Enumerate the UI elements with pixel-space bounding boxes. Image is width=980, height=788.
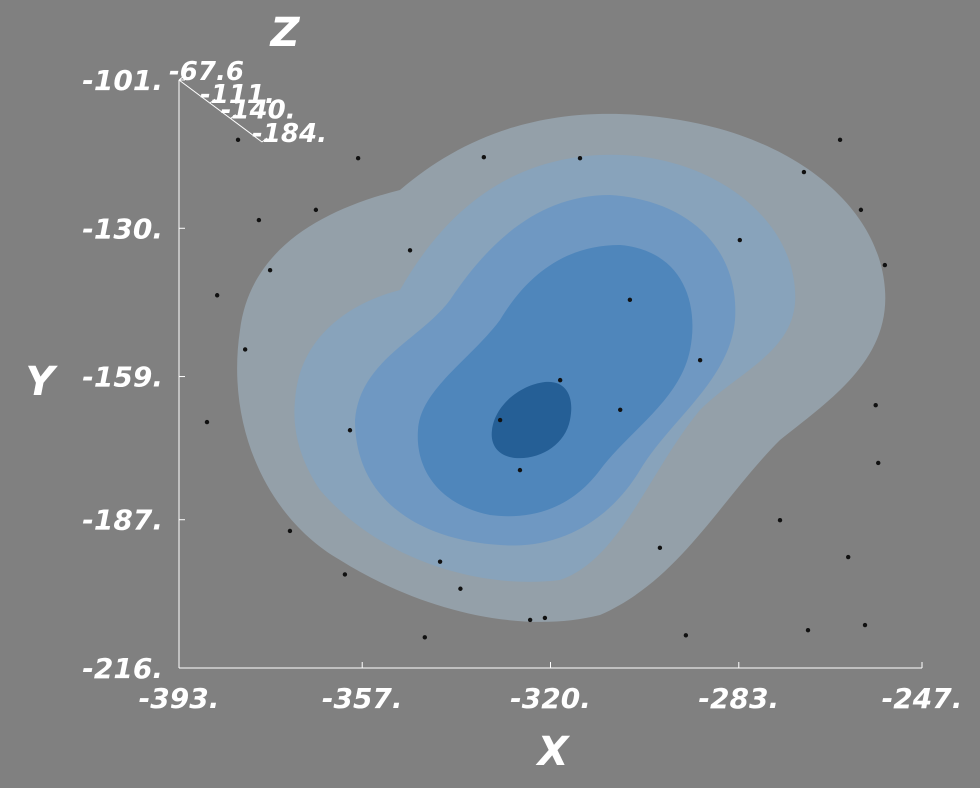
point <box>876 460 881 466</box>
z-tick <box>261 137 268 143</box>
z-axis-title: Z <box>268 10 300 56</box>
z-tick <box>230 114 236 119</box>
point <box>683 633 689 638</box>
y-tick-label: -159. <box>82 361 163 394</box>
x-tick-label: -357. <box>322 682 403 715</box>
point <box>805 627 811 633</box>
contour-level <box>417 245 693 517</box>
point <box>737 237 743 243</box>
y-tick-label: -130. <box>82 212 163 245</box>
point <box>242 347 248 352</box>
point <box>267 268 273 273</box>
z-tick-label: -140. <box>221 96 296 126</box>
z-tick-label: -184. <box>252 119 327 149</box>
z-tick <box>178 75 185 81</box>
point <box>858 207 864 213</box>
point <box>497 417 503 423</box>
z-axis <box>178 79 263 143</box>
point <box>577 156 583 161</box>
point <box>557 377 563 383</box>
point <box>862 622 868 628</box>
point <box>542 615 548 621</box>
x-tick-label: -247. <box>882 682 963 715</box>
point <box>873 402 878 408</box>
point <box>657 545 663 551</box>
point <box>342 572 348 577</box>
y-tick-label: -216. <box>82 652 163 685</box>
z-tick <box>209 98 216 104</box>
point <box>204 419 210 425</box>
point <box>801 169 807 175</box>
point <box>481 155 487 160</box>
point <box>214 293 220 298</box>
point <box>527 617 533 623</box>
point <box>458 586 463 591</box>
point <box>407 248 413 253</box>
x-tick-label: -283. <box>698 682 779 715</box>
point <box>882 262 888 268</box>
point <box>837 137 843 143</box>
point <box>287 528 293 534</box>
x-tick-label: -393. <box>139 682 220 715</box>
y-tick-label: -187. <box>82 504 163 537</box>
point <box>347 428 353 433</box>
y-tick-label: -101. <box>82 64 163 97</box>
point <box>627 297 633 303</box>
contour-level <box>491 381 572 459</box>
point <box>422 635 428 640</box>
point <box>355 156 361 161</box>
point <box>256 217 262 223</box>
point <box>846 554 851 560</box>
point <box>697 357 703 363</box>
x-axis-title: X <box>535 729 571 775</box>
point <box>777 518 783 523</box>
point <box>437 559 443 564</box>
x-tick-label: -320. <box>510 682 591 715</box>
point <box>235 137 241 143</box>
density-contours <box>237 113 886 622</box>
point <box>618 407 623 412</box>
z-tick-label: -67.6 <box>169 57 244 87</box>
z-tick-label: -111. <box>200 80 275 110</box>
point <box>517 467 523 473</box>
point <box>313 207 319 213</box>
y-axis-title: Y <box>26 359 59 405</box>
